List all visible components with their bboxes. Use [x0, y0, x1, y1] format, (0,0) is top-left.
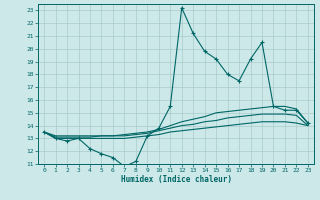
- X-axis label: Humidex (Indice chaleur): Humidex (Indice chaleur): [121, 175, 231, 184]
